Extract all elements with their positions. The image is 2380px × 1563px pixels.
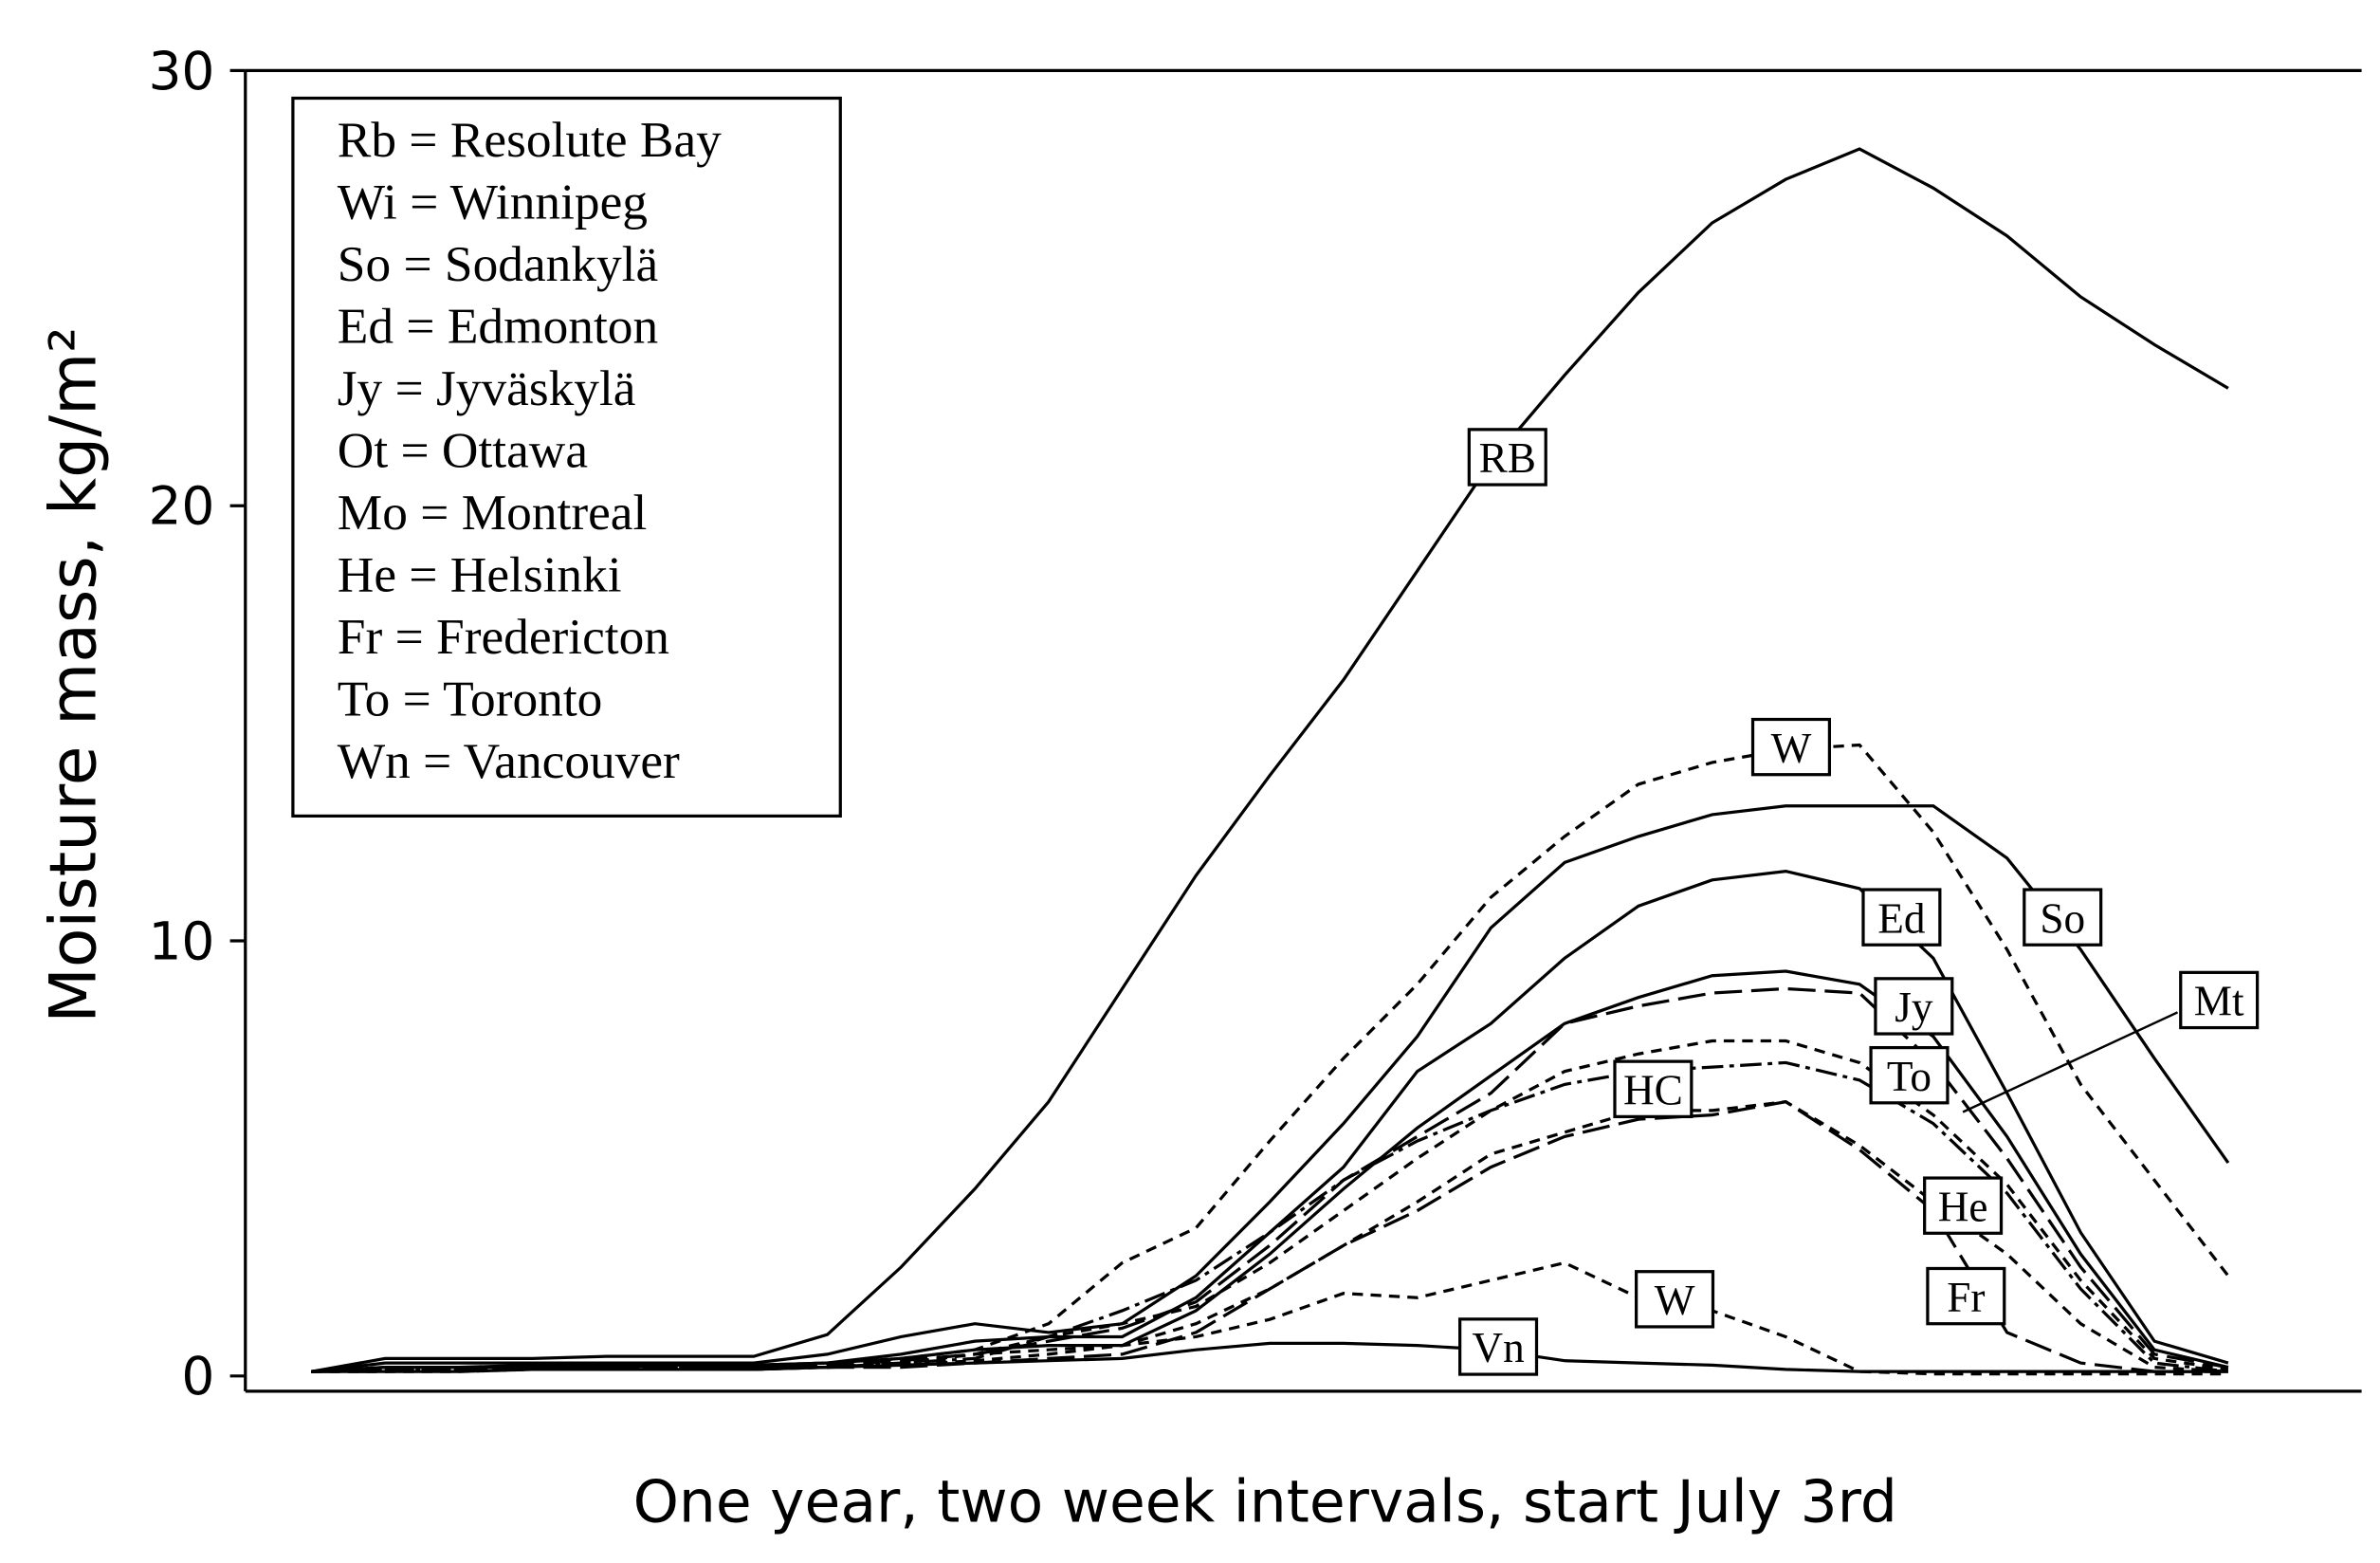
line-label-box bbox=[1923, 1176, 2004, 1235]
line-label-box bbox=[1467, 428, 1547, 487]
line-label-box bbox=[1869, 1045, 1950, 1105]
key-entry: Ed = Edmonton bbox=[338, 297, 658, 354]
line-label-box bbox=[1635, 1270, 1715, 1329]
line-label: Jy bbox=[1895, 984, 1933, 1031]
line-label: So bbox=[2040, 894, 2085, 942]
key-entry: So = Sodankylä bbox=[338, 235, 658, 292]
series-line bbox=[311, 147, 2229, 1373]
line-label-box bbox=[1874, 977, 1954, 1036]
line-label: To bbox=[1887, 1053, 1931, 1100]
leader-line bbox=[1962, 1011, 2179, 1113]
line-label: Mt bbox=[2194, 978, 2244, 1025]
line-label-box bbox=[1458, 1317, 1539, 1376]
line-label: HC bbox=[1623, 1066, 1683, 1113]
y-tick-label: 0 bbox=[181, 1346, 214, 1407]
y-tick-label: 10 bbox=[148, 910, 214, 971]
line-label: W bbox=[1655, 1277, 1695, 1324]
x-axis-label: One year, two week intervals, start July… bbox=[633, 1468, 1897, 1535]
line-label: Fr bbox=[1947, 1274, 1985, 1321]
key-entry: Mo = Montreal bbox=[338, 484, 647, 541]
key-entry: Wn = Vancouver bbox=[338, 732, 680, 789]
y-tick-label: 30 bbox=[148, 41, 214, 101]
line-label: Ed bbox=[1877, 894, 1926, 942]
key-entry: Jy = Jyväskylä bbox=[338, 359, 636, 416]
lines bbox=[311, 147, 2230, 1376]
line-label-box bbox=[1613, 1059, 1693, 1118]
line-label: W bbox=[1771, 725, 1812, 772]
line-label-box bbox=[2023, 888, 2103, 947]
line-label-box bbox=[1861, 888, 1942, 947]
line-label: Vn bbox=[1472, 1324, 1524, 1371]
key-entry: To = Toronto bbox=[338, 670, 603, 726]
key-box bbox=[291, 96, 842, 818]
key-entry: Rb = Resolute Bay bbox=[338, 111, 722, 168]
line-labels: RB W So Ed Jy Mt To HC He Fr W Vn bbox=[1458, 428, 2260, 1376]
key-entry: Wi = Winnipeg bbox=[338, 173, 648, 230]
line-label-box bbox=[2179, 970, 2260, 1030]
key-entry: He = Helsinki bbox=[338, 545, 622, 602]
line-label-box bbox=[1926, 1266, 2006, 1326]
series-line bbox=[311, 804, 2230, 1373]
line-label: He bbox=[1938, 1183, 1988, 1230]
key-entry: Fr = Fredericton bbox=[338, 608, 669, 665]
line-label-box bbox=[1750, 717, 1832, 777]
y-tick-label: 20 bbox=[148, 476, 214, 537]
key-entry: Ot = Ottawa bbox=[338, 421, 588, 478]
line-label: RB bbox=[1479, 434, 1536, 482]
y-axis-label: Moisture mass, kg/m² bbox=[36, 326, 111, 1022]
series-line bbox=[311, 1341, 2228, 1373]
